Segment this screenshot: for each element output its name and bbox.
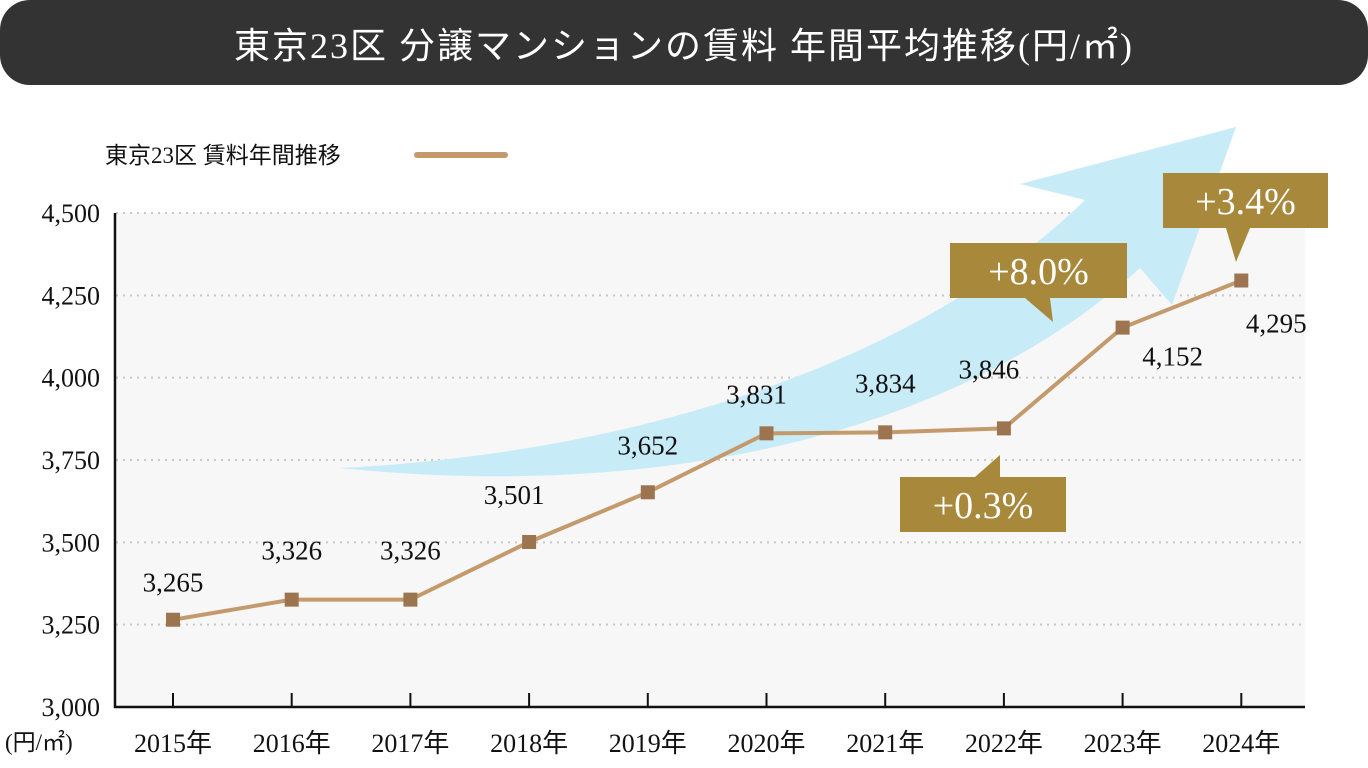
callout-box: [900, 477, 1066, 532]
data-point: [403, 592, 418, 607]
x-tick-label: 2023年: [1084, 729, 1162, 758]
y-tick-label: 3,250: [42, 611, 101, 640]
x-tick-label: 2016年: [253, 729, 331, 758]
legend-label: 東京23区 賃料年間推移: [105, 143, 341, 168]
change-callout: +8.0%: [988, 251, 1089, 293]
x-tick-label: 2022年: [965, 729, 1043, 758]
series-line: [172, 278, 1243, 622]
data-point: [1115, 320, 1130, 335]
callout-box: [950, 243, 1127, 298]
y-tick-label: 4,500: [42, 199, 101, 228]
data-label: 3,652: [617, 430, 678, 460]
x-tick-label: 2018年: [490, 729, 568, 758]
data-label: 3,501: [484, 480, 545, 510]
data-point: [284, 592, 299, 607]
data-point: [166, 612, 180, 627]
data-label: 3,326: [261, 536, 322, 566]
data-label: 3,326: [380, 536, 441, 566]
data-label: 3,265: [143, 568, 204, 598]
callout-pointer: [975, 455, 1000, 477]
change-callout: +0.3%: [933, 485, 1034, 527]
data-label: 4,152: [1142, 342, 1203, 372]
y-tick-label: 4,000: [42, 364, 101, 393]
callout-box: [1163, 173, 1328, 228]
x-tick-label: 2017年: [371, 729, 449, 758]
y-axis-unit: (円/㎡): [5, 730, 73, 755]
y-tick-label: 3,000: [42, 693, 101, 722]
data-point: [759, 426, 774, 441]
data-point: [640, 485, 655, 500]
callout-pointer: [1226, 228, 1250, 262]
data-label: 3,846: [959, 354, 1020, 384]
data-point: [996, 421, 1011, 436]
chart-title: 東京23区 分譲マンションの賃料 年間平均推移(円/㎡): [0, 0, 1368, 85]
data-point: [522, 535, 537, 550]
x-tick-label: 2021年: [846, 729, 924, 758]
callout-pointer: [1025, 298, 1053, 322]
y-tick-label: 3,750: [42, 446, 101, 475]
x-tick-label: 2024年: [1202, 729, 1280, 758]
data-label: 4,295: [1246, 309, 1307, 339]
x-tick-label: 2015年: [134, 729, 212, 758]
y-tick-label: 4,250: [42, 281, 101, 310]
data-point: [878, 425, 893, 440]
data-label: 3,831: [726, 379, 787, 409]
data-point: [1234, 273, 1249, 288]
change-callout: +3.4%: [1195, 181, 1296, 223]
x-tick-label: 2020年: [727, 729, 805, 758]
trend-arrow: [340, 127, 1236, 477]
x-tick-label: 2019年: [609, 729, 687, 758]
y-tick-label: 3,500: [42, 528, 101, 557]
data-label: 3,834: [855, 368, 916, 398]
